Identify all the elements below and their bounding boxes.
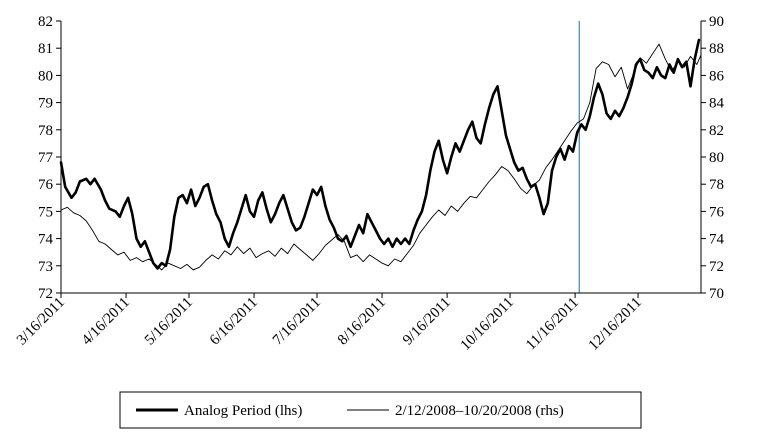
left-tick-label: 76 [38, 177, 54, 193]
left-tick-label: 73 [38, 259, 53, 275]
left-tick-label: 77 [38, 150, 54, 166]
left-tick-label: 80 [38, 68, 53, 84]
left-tick-label: 75 [38, 204, 53, 220]
left-tick-label: 82 [38, 14, 53, 30]
x-tick-label: 5/16/2011 [142, 295, 196, 349]
x-tick-label: 3/16/2011 [14, 295, 68, 349]
left-tick-label: 79 [38, 96, 53, 112]
series-line-2008-period [60, 43, 702, 271]
right-tick-label: 82 [709, 123, 724, 139]
legend: Analog Period (lhs) 2/12/2008–10/20/2008… [119, 391, 642, 429]
series-layer [59, 21, 702, 293]
x-tick-label: 12/16/2011 [586, 295, 645, 354]
right-tick-label: 78 [709, 177, 724, 193]
x-tick-label: 4/16/2011 [79, 295, 133, 349]
left-tick-label: 74 [38, 232, 54, 248]
x-tick-label: 10/16/2011 [458, 295, 517, 354]
left-tick-label: 81 [38, 41, 53, 57]
right-tick-label: 80 [709, 150, 724, 166]
left-tick-label: 78 [38, 123, 53, 139]
x-tick-label: 8/16/2011 [335, 295, 389, 349]
right-tick-label: 86 [709, 68, 725, 84]
right-tick-label: 84 [709, 96, 725, 112]
right-tick-label: 76 [709, 204, 725, 220]
right-tick-label: 88 [709, 41, 724, 57]
x-tick-label: 9/16/2011 [400, 295, 454, 349]
legend-label-2008: 2/12/2008–10/20/2008 (rhs) [395, 403, 564, 419]
x-tick-label: 7/16/2011 [270, 295, 324, 349]
x-tick-label: 11/16/2011 [523, 295, 582, 354]
axes-layer: 72 73 74 75 76 77 78 79 80 81 82 70 72 74 76 78 80 82 84 86… [14, 14, 725, 354]
right-tick-label: 74 [709, 232, 725, 248]
right-tick-label: 72 [709, 259, 724, 275]
right-tick-label: 70 [709, 286, 724, 302]
series-line-analog-period [59, 38, 701, 270]
x-tick-label: 6/16/2011 [207, 295, 261, 349]
right-tick-label: 90 [709, 14, 724, 30]
legend-label-analog: Analog Period (lhs) [184, 403, 302, 419]
left-tick-label: 72 [38, 286, 53, 302]
